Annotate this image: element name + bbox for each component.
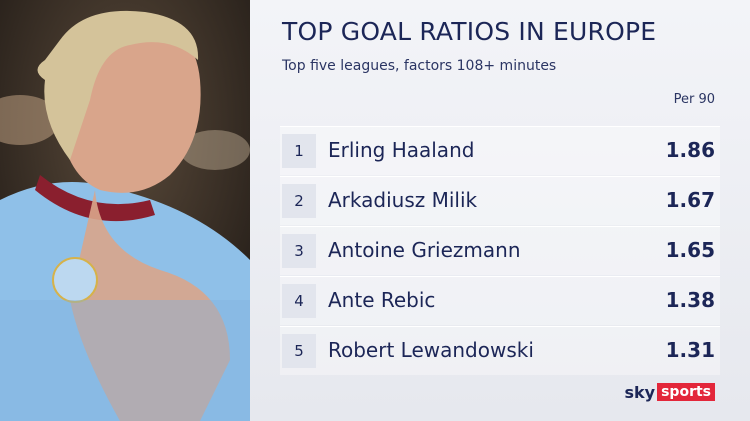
player-name: Erling Haaland [328, 138, 475, 162]
logo: sky sports [624, 382, 715, 402]
goals-per-90: 1.38 [665, 288, 715, 312]
table-row: 1 Erling Haaland 1.86 [280, 126, 720, 175]
goals-per-90: 1.86 [665, 138, 715, 162]
goals-per-90: 1.31 [665, 338, 715, 362]
player-name: Ante Rebic [328, 288, 436, 312]
subtitle: Top five leagues, factors 108+ minutes [282, 58, 557, 74]
rank: 5 [282, 334, 316, 368]
player-name: Arkadiusz Milik [328, 188, 478, 212]
column-header: Per 90 [673, 92, 715, 107]
player-name: Antoine Griezmann [328, 238, 521, 262]
goals-per-90: 1.67 [665, 188, 715, 212]
table-row: 2 Arkadiusz Milik 1.67 [280, 176, 720, 225]
channel: sports [657, 383, 715, 401]
table-row: 5 Robert Lewandowski 1.31 [280, 326, 720, 375]
title: TOP GOAL RATIOS IN EUROPE [282, 17, 657, 46]
rank: 1 [282, 134, 316, 168]
player-name: Robert Lewandowski [328, 338, 534, 362]
brand: sky [624, 382, 656, 402]
rank: 2 [282, 184, 316, 218]
rank: 3 [282, 234, 316, 268]
table-row: 3 Antoine Griezmann 1.65 [280, 226, 720, 275]
table-panel: TOP GOAL RATIOS IN EUROPE Top five leagu… [250, 0, 750, 421]
goals-per-90: 1.65 [665, 238, 715, 262]
table-row: 4 Ante Rebic 1.38 [280, 276, 720, 325]
rank: 4 [282, 284, 316, 318]
player-photo [0, 0, 250, 421]
